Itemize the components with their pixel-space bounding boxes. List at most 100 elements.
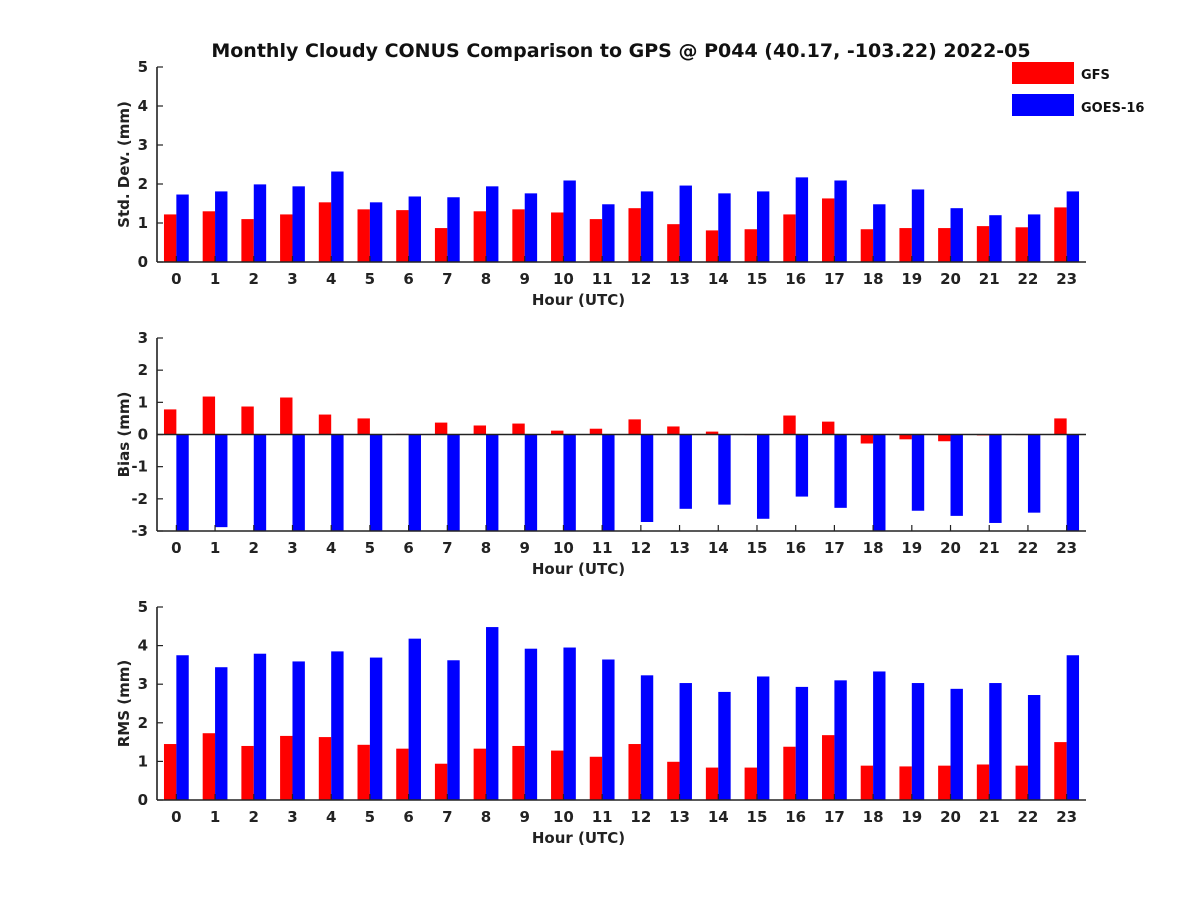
rms-bar-gfs-3 (280, 735, 293, 800)
std-dev-bar-goes16-6 (408, 196, 421, 262)
rms-bar-gfs-7 (434, 763, 448, 800)
rms-xtick-label: 22 (1018, 808, 1039, 826)
rms-xtick-label: 20 (940, 808, 961, 826)
bias-bar-gfs-0 (163, 409, 177, 435)
rms-bar-goes16-3 (292, 661, 305, 800)
bias-y-label: Bias (mm) (115, 392, 133, 478)
rms-xtick-label: 3 (287, 808, 297, 826)
rms-xtick-label: 11 (592, 808, 613, 826)
bias-bar-goes16-21 (989, 434, 1002, 523)
std-dev-xtick-label: 13 (669, 270, 690, 288)
bias-bar-goes16-11 (602, 434, 615, 531)
std-dev-bar-gfs-14 (705, 230, 719, 262)
bias-xtick-label: 3 (287, 539, 297, 557)
std-dev-ytick-label: 4 (138, 97, 148, 115)
bias-xtick-label: 21 (979, 539, 1000, 557)
rms-bar-goes16-2 (253, 653, 267, 800)
rms-bar-gfs-23 (1054, 742, 1067, 800)
std-dev-bar-goes16-7 (447, 197, 460, 262)
bias-bar-goes16-15 (756, 434, 770, 519)
std-dev-bar-gfs-2 (241, 219, 254, 262)
bias-bar-gfs-10 (551, 430, 564, 435)
rms-bar-goes16-19 (911, 683, 925, 800)
std-dev-xtick-label: 10 (553, 270, 574, 288)
bias-bar-gfs-9 (512, 423, 525, 435)
std-dev-bar-gfs-20 (938, 228, 951, 262)
rms-bar-gfs-20 (938, 765, 951, 800)
bias-bar-gfs-17 (822, 421, 835, 435)
bias-bar-gfs-8 (473, 425, 487, 435)
std-dev-xtick-label: 6 (403, 270, 413, 288)
rms-bar-gfs-2 (241, 745, 254, 800)
bias-bar-gfs-2 (241, 406, 254, 435)
std-dev-bar-goes16-8 (486, 186, 499, 262)
bias-bar-goes16-12 (640, 434, 654, 522)
std-dev-bar-gfs-8 (473, 211, 487, 262)
std-dev-bar-goes16-14 (718, 193, 731, 262)
rms-bar-gfs-16 (783, 746, 796, 800)
std-dev-xtick-label: 0 (171, 270, 181, 288)
std-dev-bar-goes16-15 (756, 191, 770, 262)
std-dev-bar-goes16-19 (911, 189, 925, 262)
std-dev-xtick-label: 15 (747, 270, 768, 288)
rms-bar-gfs-11 (589, 756, 603, 800)
bias-bar-goes16-13 (679, 434, 692, 509)
rms-xtick-label: 10 (553, 808, 574, 826)
bias-xtick-label: 22 (1018, 539, 1039, 557)
std-dev-bar-gfs-17 (822, 198, 835, 262)
rms-bar-goes16-5 (369, 657, 383, 800)
rms-bar-gfs-4 (318, 737, 332, 800)
rms-bar-goes16-9 (524, 648, 538, 800)
bias-xtick-label: 5 (365, 539, 375, 557)
rms-xtick-label: 14 (708, 808, 729, 826)
std-dev-bar-gfs-7 (434, 228, 448, 262)
std-dev-xtick-label: 23 (1056, 270, 1077, 288)
std-dev-xtick-label: 11 (592, 270, 613, 288)
std-dev-xtick-label: 7 (442, 270, 452, 288)
rms-bar-goes16-23 (1066, 655, 1080, 800)
std-dev-bar-gfs-21 (976, 226, 990, 262)
bias-bar-gfs-12 (628, 419, 641, 435)
rms-xtick-label: 17 (824, 808, 845, 826)
std-dev-bar-gfs-9 (512, 209, 525, 262)
bias-bar-goes16-7 (447, 434, 460, 531)
rms-bar-gfs-13 (667, 761, 680, 800)
bias-xtick-label: 0 (171, 539, 181, 557)
std-dev-xtick-label: 17 (824, 270, 845, 288)
rms-bar-goes16-8 (486, 627, 499, 800)
bias-bar-goes16-6 (408, 434, 421, 531)
std-dev-xtick-label: 12 (630, 270, 651, 288)
bias-bar-gfs-5 (357, 418, 370, 435)
rms-x-label: Hour (UTC) (532, 829, 625, 847)
rms-bar-goes16-18 (873, 671, 886, 800)
std-dev-bar-goes16-23 (1066, 191, 1080, 262)
rms-y-label: RMS (mm) (115, 660, 133, 747)
bias-bar-goes16-5 (369, 434, 383, 531)
bias-xtick-label: 20 (940, 539, 961, 557)
bias-bar-gfs-1 (202, 396, 216, 435)
rms-bar-goes16-0 (176, 655, 189, 800)
bias-ytick-label: 1 (138, 393, 148, 411)
rms-xtick-label: 18 (863, 808, 884, 826)
std-dev-ytick-label: 5 (138, 58, 148, 76)
bias-bar-gfs-14 (705, 431, 719, 435)
std-dev-bar-gfs-5 (357, 209, 370, 262)
rms-xtick-label: 21 (979, 808, 1000, 826)
bias-bar-gfs-7 (434, 422, 448, 435)
rms-ytick-label: 2 (138, 714, 148, 732)
legend-label-gfs: GFS (1081, 68, 1110, 83)
rms-xtick-label: 7 (442, 808, 452, 826)
rms-bar-gfs-10 (551, 750, 564, 800)
bias-xtick-label: 1 (210, 539, 220, 557)
std-dev-bar-goes16-4 (331, 171, 344, 262)
rms-ytick-label: 3 (138, 675, 148, 693)
bias-ytick-label: 0 (138, 426, 148, 444)
std-dev-ytick-label: 1 (138, 214, 148, 232)
bias-xtick-label: 11 (592, 539, 613, 557)
bias-bar-goes16-3 (292, 434, 305, 531)
std-dev-bar-goes16-17 (834, 180, 847, 262)
rms-bar-goes16-4 (331, 651, 344, 800)
std-dev-ytick-label: 0 (138, 253, 148, 271)
rms-xtick-label: 4 (326, 808, 336, 826)
bias-xtick-label: 19 (901, 539, 922, 557)
